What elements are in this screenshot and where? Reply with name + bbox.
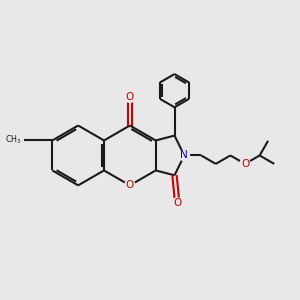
Text: O: O <box>126 92 134 102</box>
Text: O: O <box>173 198 182 208</box>
Circle shape <box>125 180 135 190</box>
Circle shape <box>125 92 135 102</box>
Circle shape <box>240 159 250 169</box>
Text: O: O <box>241 159 249 169</box>
Circle shape <box>179 150 190 161</box>
Circle shape <box>172 198 182 208</box>
Text: $\mathdefault{CH_3}$: $\mathdefault{CH_3}$ <box>5 134 22 146</box>
Text: N: N <box>180 150 188 161</box>
Text: O: O <box>126 180 134 190</box>
